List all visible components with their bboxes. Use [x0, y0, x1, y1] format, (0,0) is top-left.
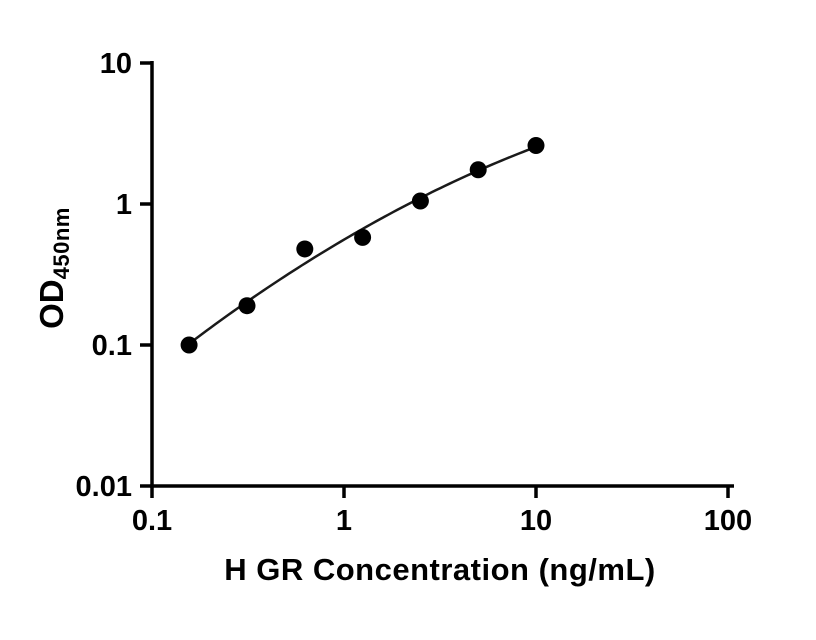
data-point [180, 336, 198, 354]
x-tick-label: 0.1 [132, 505, 172, 537]
data-point [411, 192, 429, 210]
y-axis-title-subscript: 450nm [49, 207, 74, 280]
data-point [527, 136, 545, 154]
x-tick-label: 10 [520, 505, 552, 537]
data-point [354, 228, 372, 246]
x-axis-title: H GR Concentration (ng/mL) [224, 552, 656, 587]
x-tick-label: 100 [704, 505, 752, 537]
data-point [296, 240, 314, 258]
data-point [469, 161, 487, 179]
y-tick-label: 0.1 [92, 330, 132, 362]
y-axis-title-main: OD [33, 279, 70, 329]
y-tick-label: 0.01 [76, 471, 132, 503]
y-axis-title: OD450nm [33, 207, 74, 329]
y-tick-label: 1 [116, 189, 132, 221]
x-tick-label: 1 [336, 505, 352, 537]
data-point [238, 297, 256, 315]
y-tick-label: 10 [100, 48, 132, 80]
